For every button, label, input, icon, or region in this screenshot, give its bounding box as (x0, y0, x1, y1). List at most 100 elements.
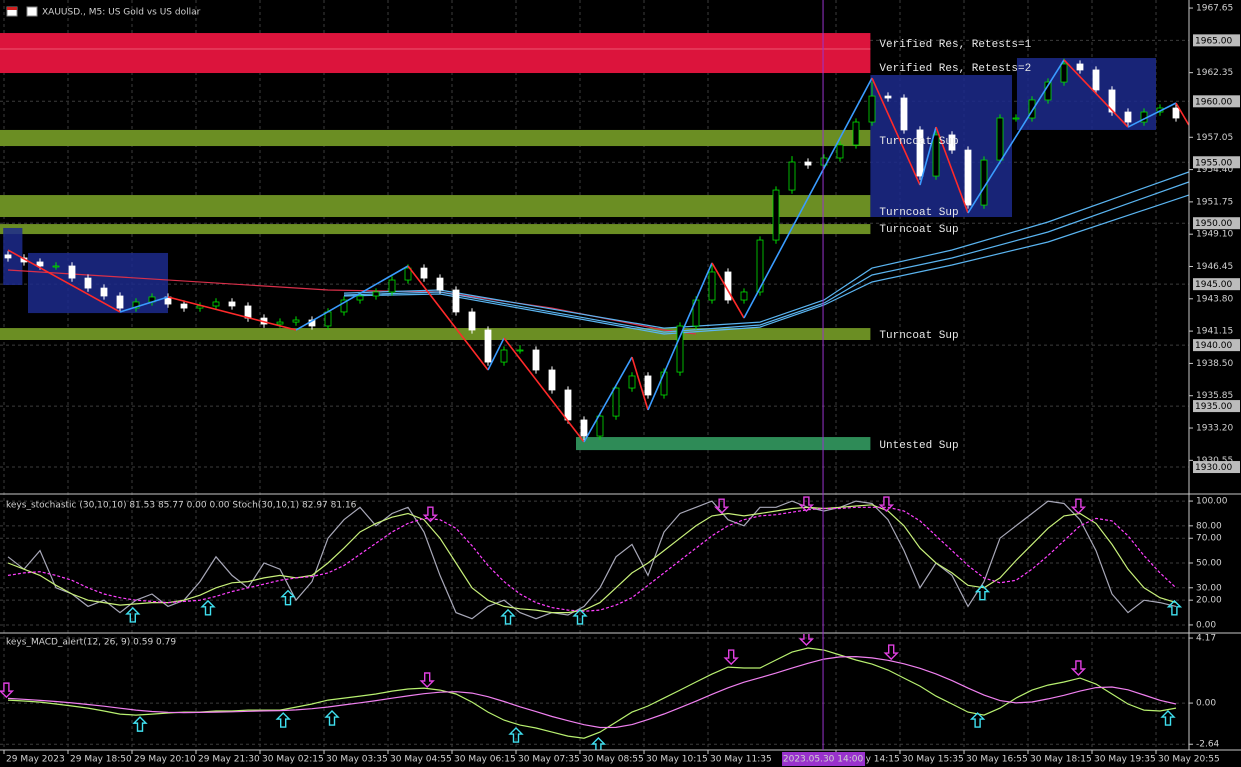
zone (0, 49, 871, 74)
candle-body (916, 129, 924, 177)
signal-arrow (1166, 599, 1183, 616)
signal-arrow (798, 634, 815, 647)
candle-body (580, 419, 588, 437)
candle-body (1108, 89, 1116, 113)
candle-body (564, 389, 572, 421)
indicator-line (7, 500, 1177, 620)
candle-body (228, 301, 236, 307)
zone (0, 328, 871, 341)
candle-body (4, 254, 12, 259)
candle-body (52, 265, 60, 268)
y-tick-label: 1949.10 (1196, 230, 1233, 240)
candle-body (500, 349, 508, 363)
candle-body (1076, 63, 1084, 71)
candle-body (884, 95, 892, 99)
signal-arrow (883, 644, 899, 661)
y-tick-label: 1938.50 (1196, 359, 1233, 369)
candle-body (660, 371, 668, 396)
candle-body (244, 305, 252, 319)
layer: Verified Res, Retests=1 Verified Res, Ret… (6, 0, 1032, 766)
candle-body (420, 267, 428, 279)
signal-arrow (275, 712, 291, 728)
zigzag-leg (1127, 102, 1177, 128)
candle-body (436, 277, 444, 291)
chart-icon (26, 6, 38, 17)
level-box (1193, 278, 1240, 291)
x-tick-label: 30 May 03:35 (326, 755, 388, 765)
zigzag-leg (935, 126, 969, 214)
x-tick-label: 30 May 16:55 (966, 755, 1028, 765)
candle-body (372, 291, 380, 297)
candle-body (1012, 117, 1020, 120)
zigzag-leg (1063, 59, 1129, 128)
signal-arrow (125, 606, 141, 623)
zigzag-leg (295, 265, 409, 331)
indicator-title: keys_MACD_alert(12, 26, 9) 0.59 0.79 (6, 638, 176, 648)
y-tick-label: 0.00 (1196, 699, 1216, 709)
candle-body (996, 117, 1004, 161)
candle-body (452, 289, 460, 313)
range-box (1016, 58, 1156, 130)
zone (0, 33, 871, 50)
level-label: 1950.00 (1195, 219, 1232, 229)
candle-body (68, 265, 76, 279)
zigzag-leg (967, 59, 1065, 214)
signal-arrow (878, 496, 895, 513)
x-tick-label: 30 May 06:15 (454, 755, 516, 765)
moving-average (343, 171, 1189, 329)
signal-arrow (1160, 710, 1176, 726)
signal-arrow (422, 506, 439, 523)
candle-body (356, 295, 364, 301)
zone (0, 129, 871, 147)
candle-body (852, 121, 860, 146)
candle-body (468, 311, 476, 331)
zigzag-leg (711, 262, 745, 319)
symbol-icon-stripe (7, 7, 17, 10)
candle-body (932, 134, 940, 177)
signal-arrow (1070, 498, 1087, 515)
zone-label: Verified Res, Retests=2 (879, 63, 1031, 75)
candle-body (1092, 69, 1100, 91)
signal-arrow (974, 584, 991, 601)
candle-body (772, 189, 780, 241)
candle-body (1060, 63, 1068, 83)
y-tick-label: 1954.40 (1196, 165, 1233, 175)
level-box (1193, 339, 1240, 352)
y-tick-label: 100.00 (1196, 497, 1228, 507)
y-tick-label: 1957.05 (1196, 133, 1233, 143)
candle-body (644, 375, 652, 396)
signal-arrow (324, 710, 340, 726)
candle-body (708, 271, 716, 301)
level-label: 1940.00 (1195, 341, 1232, 351)
level-box (1193, 217, 1240, 230)
candle-body (532, 349, 540, 371)
candle-body (84, 277, 92, 289)
x-tick-label: 30 May 18:15 (1030, 755, 1092, 765)
y-tick-label: 20.00 (1196, 596, 1222, 606)
zone-label: Turncoat Sup (879, 207, 958, 219)
level-label: 1965.00 (1195, 36, 1232, 46)
candle-body (836, 144, 844, 159)
range-box (28, 252, 168, 314)
zone (576, 437, 871, 451)
y-tick-label: 0.00 (1196, 620, 1216, 630)
candle-body (788, 161, 796, 191)
signal-arrow (1070, 660, 1087, 676)
candle-body (404, 267, 412, 281)
candle-body (804, 161, 812, 166)
y-tick-label: 1951.75 (1196, 197, 1233, 207)
candle-body (340, 299, 348, 313)
level-label: 1935.00 (1195, 402, 1232, 412)
zigzag-leg (583, 356, 633, 443)
x-tick-label: 30 May 19:35 (1094, 755, 1156, 765)
x-tick-label: 30 May 10:15 (646, 755, 708, 765)
signal-arrow (713, 498, 730, 515)
y-tick-label: 50.00 (1196, 559, 1222, 569)
zigzag-leg (119, 296, 169, 313)
signal-arrow (572, 608, 588, 625)
moving-average (343, 194, 1189, 335)
signal-arrow (280, 589, 296, 606)
moving-average (343, 181, 1189, 333)
signal-arrow (200, 599, 216, 616)
